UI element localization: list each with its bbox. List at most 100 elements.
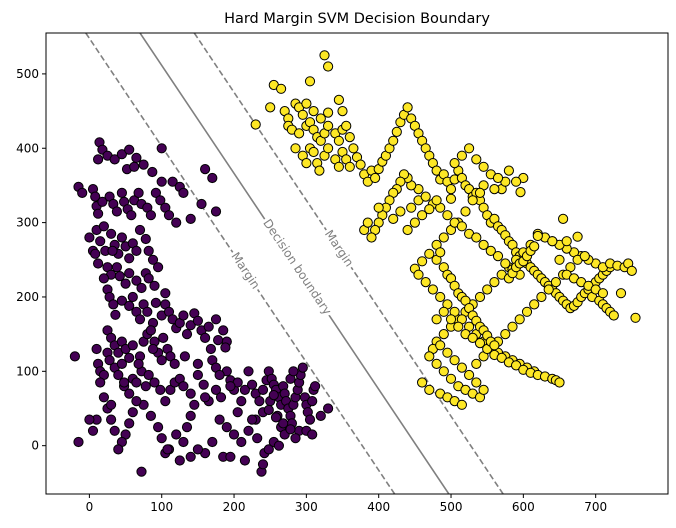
data-point-class-1 [503, 165, 514, 176]
data-point-class-0 [285, 424, 296, 435]
data-point-class-1 [409, 217, 420, 228]
data-point-class-0 [150, 187, 161, 198]
data-point-class-0 [200, 164, 211, 175]
data-point-class-0 [155, 195, 166, 206]
data-point-class-1 [510, 176, 522, 187]
data-point-class-0 [196, 198, 207, 210]
data-point-class-0 [165, 384, 176, 395]
data-point-class-0 [90, 191, 101, 202]
data-point-class-0 [107, 245, 118, 256]
data-point-class-0 [145, 325, 156, 336]
data-point-class-1 [471, 232, 482, 243]
data-point-class-1 [276, 83, 287, 94]
data-point-class-0 [109, 425, 120, 436]
data-point-class-1 [431, 195, 442, 206]
data-point-class-0 [124, 388, 135, 399]
data-point-class-1 [492, 172, 504, 184]
decision-lines [85, 33, 504, 494]
data-point-class-0 [124, 144, 135, 155]
data-point-class-1 [478, 239, 489, 250]
data-point-class-0 [140, 233, 151, 245]
data-point-class-0 [215, 392, 227, 403]
data-point-class-0 [162, 444, 173, 455]
data-point-class-0 [163, 210, 175, 221]
data-point-class-0 [131, 377, 142, 388]
data-point-class-0 [150, 297, 161, 308]
data-point-class-1 [323, 120, 334, 132]
data-point-class-1 [467, 332, 478, 343]
data-point-class-0 [149, 377, 160, 388]
data-point-class-0 [153, 262, 164, 273]
data-point-class-0 [124, 253, 135, 264]
data-point-class-1 [341, 120, 352, 132]
data-point-class-0 [147, 343, 159, 355]
data-point-class-0 [239, 384, 250, 395]
data-point-class-1 [315, 113, 326, 124]
data-point-class-0 [136, 282, 147, 294]
data-point-class-0 [205, 343, 216, 355]
data-point-class-1 [478, 384, 489, 395]
data-point-class-0 [134, 224, 146, 236]
data-point-class-0 [111, 262, 123, 273]
data-point-class-0 [113, 444, 124, 455]
data-point-class-1 [456, 362, 467, 373]
data-point-class-1 [395, 206, 406, 217]
data-point-class-1 [456, 399, 467, 410]
data-point-class-1 [323, 143, 334, 154]
data-point-class-0 [145, 410, 156, 421]
data-point-class-1 [485, 245, 496, 256]
data-point-class-0 [106, 414, 117, 425]
x-tick-label: 700 [584, 500, 607, 514]
data-point-class-0 [133, 358, 144, 369]
data-point-class-1 [333, 161, 344, 172]
data-point-class-1 [373, 202, 384, 213]
data-point-class-0 [178, 436, 189, 448]
data-point-class-1 [630, 312, 641, 323]
x-tick-label: 400 [367, 500, 390, 514]
data-point-class-0 [214, 414, 225, 425]
data-point-class-0 [98, 392, 110, 403]
data-point-class-0 [91, 343, 102, 355]
data-point-class-1 [406, 202, 417, 213]
data-point-class-0 [210, 384, 222, 395]
data-point-class-0 [127, 291, 138, 303]
data-point-class-0 [126, 210, 137, 221]
data-point-class-0 [225, 381, 236, 392]
data-point-class-1 [445, 373, 457, 384]
data-point-class-0 [210, 314, 222, 325]
data-point-class-0 [220, 342, 231, 353]
data-point-class-1 [438, 329, 449, 340]
data-point-class-1 [344, 132, 355, 143]
data-point-class-1 [467, 195, 478, 206]
data-point-class-1 [489, 340, 500, 351]
data-point-class-1 [532, 230, 543, 242]
data-point-class-1 [558, 213, 569, 224]
data-point-class-1 [424, 204, 435, 215]
data-point-class-1 [424, 384, 435, 395]
data-point-class-0 [108, 299, 119, 310]
x-tick-label: 200 [223, 500, 246, 514]
data-point-class-0 [110, 309, 121, 320]
data-point-class-0 [225, 451, 236, 462]
data-point-class-1 [471, 377, 482, 388]
data-point-class-1 [431, 358, 442, 369]
data-point-class-0 [138, 159, 149, 170]
data-point-class-0 [181, 329, 193, 340]
data-point-class-0 [160, 288, 171, 299]
margin-upper-line [193, 33, 504, 494]
data-point-class-1 [424, 248, 435, 259]
data-point-class-1 [304, 76, 316, 87]
data-point-class-1 [514, 314, 525, 325]
data-point-class-0 [214, 369, 225, 381]
data-point-class-0 [200, 392, 211, 403]
data-point-class-0 [288, 366, 299, 377]
data-point-class-1 [482, 284, 493, 295]
data-point-class-0 [116, 358, 128, 369]
data-point-class-1 [474, 338, 486, 349]
data-point-class-1 [301, 158, 312, 169]
data-point-class-1 [362, 217, 373, 228]
data-point-class-1 [515, 187, 526, 198]
data-point-class-1 [496, 352, 507, 363]
data-point-class-1 [460, 206, 471, 217]
